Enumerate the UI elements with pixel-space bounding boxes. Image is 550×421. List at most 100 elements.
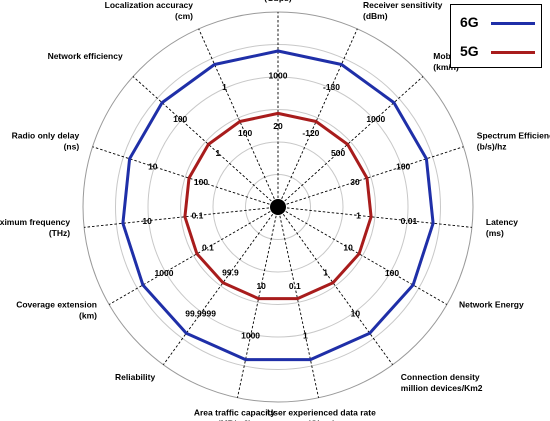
axis-name: Mobility: [433, 51, 465, 61]
value-label-5g: -120: [302, 128, 319, 138]
value-label-6g: 10: [148, 161, 158, 171]
axis-unit: (cm): [175, 11, 193, 21]
value-label-5g: 100: [194, 177, 208, 187]
axis-unit: (ns): [64, 141, 80, 151]
grid-spoke: [277, 206, 472, 228]
value-label-5g: 1: [216, 148, 221, 158]
value-label-5g: 30: [350, 177, 360, 187]
axis-label: Network Energy: [459, 300, 524, 310]
value-label-6g: 99.9999: [185, 309, 216, 319]
axis-label: Latency (ms): [486, 217, 518, 238]
grid-spoke: [277, 206, 319, 398]
value-label-5g: 1: [323, 268, 328, 278]
grid-spoke: [84, 206, 279, 228]
axis-label: Maximum frequency(THz): [0, 217, 70, 238]
legend-item-5g: 5G: [451, 40, 541, 64]
grid-spoke: [277, 146, 464, 208]
value-label-5g: 20: [273, 121, 283, 131]
axis-unit: (Gbps): [264, 0, 292, 3]
axis-name: Area traffic capacity: [194, 407, 276, 417]
value-label-6g: 1: [222, 82, 227, 92]
value-label-5g: 1: [356, 211, 361, 221]
series-6g-line: [121, 49, 435, 362]
axis-label: User experienced data rate(Gbps): [267, 407, 376, 421]
radar-grid: [82, 11, 474, 403]
legend-item-6g: 6G: [451, 11, 541, 35]
value-label-6g: 0.01: [401, 216, 418, 226]
legend-label-5g: 5G: [460, 43, 479, 59]
axis-label: Reliability: [115, 372, 155, 382]
grid-spoke: [277, 206, 448, 305]
axis-unit: million devices/Km2: [401, 383, 483, 393]
axis-unit: (THz): [49, 228, 70, 238]
value-label-5g: 0.1: [202, 243, 214, 253]
grid-spoke: [198, 28, 279, 208]
grid-spoke: [163, 206, 279, 366]
axis-name: Network Energy: [459, 300, 524, 310]
legend-swatch-5g: [491, 51, 535, 54]
grid-spoke: [108, 206, 279, 305]
value-label-6g: 10: [142, 216, 152, 226]
value-label-5g: 500: [331, 148, 345, 158]
grid-spoke: [132, 76, 279, 208]
grid-ring: [180, 109, 376, 305]
axis-label: Connection density million devices/Km2: [401, 372, 483, 393]
axis-label: Peak data rate(Gbps): [249, 0, 307, 3]
grid-ring: [147, 76, 409, 338]
value-label-5g: 0.1: [192, 211, 204, 221]
axis-label: Area traffic capacity(MB/m2): [194, 407, 276, 421]
value-label-6g: 100: [173, 114, 187, 124]
value-label-6g: -130: [323, 82, 340, 92]
grid-spoke: [277, 28, 358, 208]
series-5g-line: [183, 111, 373, 301]
axis-name: Coverage extension: [16, 300, 97, 310]
axis-unit: (ms): [486, 228, 504, 238]
value-label-6g: 10: [351, 309, 361, 319]
axis-name: Radio only delay: [12, 130, 80, 140]
value-label-6g: 100: [396, 161, 410, 171]
axis-unit: (Gbps): [308, 418, 336, 421]
axis-name: Connection density: [401, 372, 480, 382]
axis-label: Spectrum Efficiency(b/s)/hz: [477, 130, 550, 151]
grid-spoke: [92, 146, 279, 208]
value-label-5g: 10: [343, 243, 353, 253]
axis-unit: (km/h): [433, 62, 459, 72]
axis-name: Latency: [486, 217, 518, 227]
legend-label-6g: 6G: [460, 14, 479, 30]
axis-unit: (km): [79, 311, 97, 321]
center-dot: [270, 199, 286, 215]
value-label-6g: 100: [385, 268, 399, 278]
axis-label: Coverage extension (km): [16, 300, 97, 321]
axis-name: Network efficiency: [48, 51, 123, 61]
value-label-5g: 0.1: [289, 281, 301, 291]
value-label-6g: 1000: [366, 114, 385, 124]
value-labels: 1000 20 -130 -120 1000 500 100 30 0.01 1 100 10 10 1 1…: [142, 70, 417, 340]
axis-name: User experienced data rate: [267, 407, 376, 417]
value-label-5g: 99.9: [222, 268, 239, 278]
axis-label: Network efficiency: [48, 51, 123, 61]
grid-spoke: [277, 206, 393, 366]
value-label-6g: 1000: [241, 331, 260, 341]
value-label-6g: 1000: [155, 268, 174, 278]
grid-spoke: [237, 206, 279, 398]
axis-name: Reliability: [115, 372, 155, 382]
axis-name: Receiver sensitivity: [363, 0, 443, 10]
axis-unit: (MB/m2): [218, 418, 252, 421]
axis-label: Mobility(km/h): [433, 51, 465, 72]
legend: 6G 5G: [450, 4, 542, 68]
radar-series: [121, 49, 435, 362]
legend-swatch-6g: [491, 22, 535, 25]
axis-label: Receiver sensitivity (dBm): [363, 0, 443, 21]
value-label-5g: 100: [238, 128, 252, 138]
value-label-6g: 1: [303, 331, 308, 341]
grid-spoke: [277, 76, 424, 208]
axis-unit: (dBm): [363, 11, 388, 21]
axis-name: Localization accuracy: [105, 0, 194, 10]
axis-label: Radio only delay (ns): [12, 130, 80, 151]
axis-label: Localization accuracy (cm): [105, 0, 194, 21]
value-label-6g: 1000: [269, 70, 288, 80]
value-label-5g: 10: [256, 281, 266, 291]
axis-unit: (b/s)/hz: [477, 141, 507, 151]
